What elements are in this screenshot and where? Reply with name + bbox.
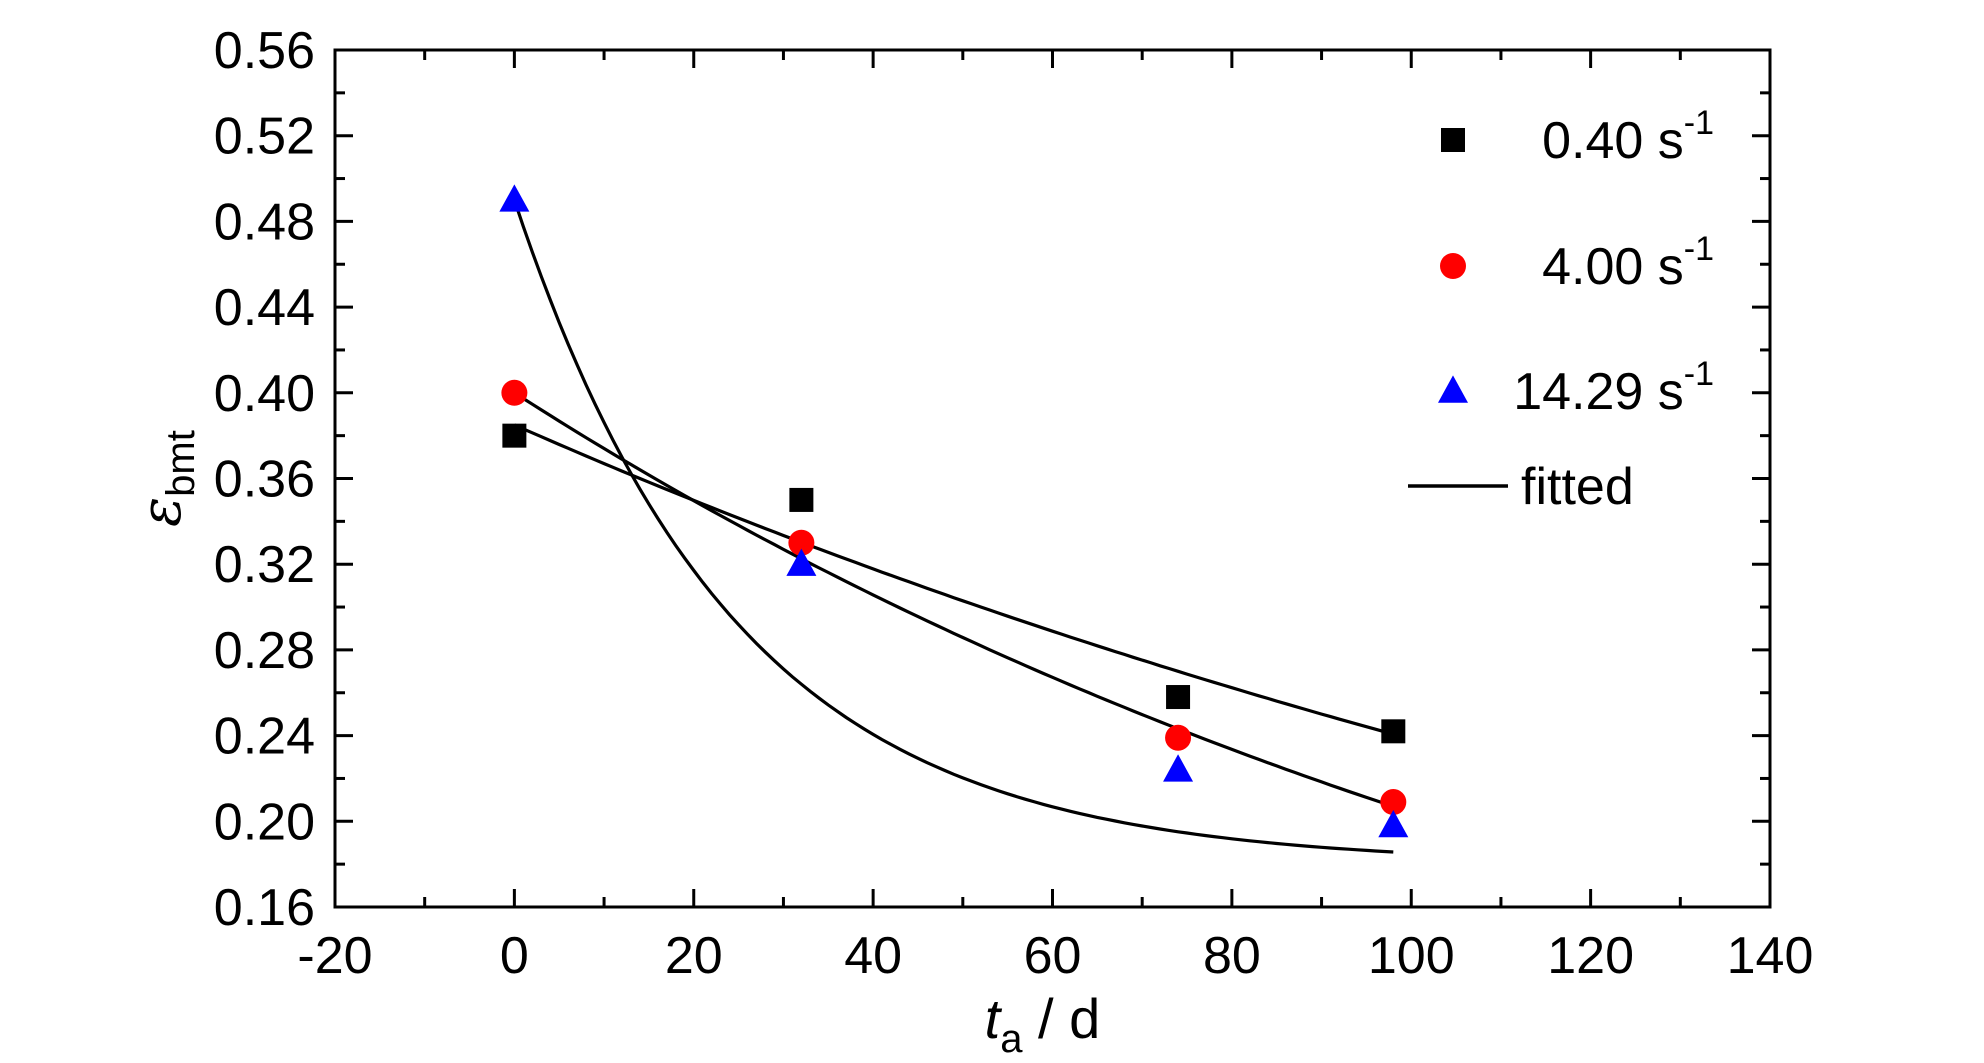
tick-labels: -20 0 20 40 60 80 100 120 140 0.16 0.20 0.24 0.28 0.3… [214,22,1814,985]
y-tick-label: 0.40 [214,365,315,423]
y-tick-label: 0.36 [214,451,315,509]
x-tick-label: -20 [297,927,372,985]
fit-curve-3 [512,199,1394,854]
fit-curves [512,199,1394,854]
y-axis-title: εbmt [129,430,203,527]
series-1-point [502,423,527,448]
legend-label-text: 4.00 s [1542,238,1684,296]
legend-label-1: 0.40 s-1 [1542,104,1714,170]
y-tick-label: 0.44 [214,279,315,337]
y-axis-title-main: ε [129,497,194,527]
legend-label-sup: -1 [1684,355,1714,393]
fit-curve-1 [513,423,1394,736]
y-tick-label: 0.24 [214,708,315,766]
series-2-point [501,379,528,406]
y-tick-label: 0.56 [214,22,315,80]
series-1-point [1166,685,1191,710]
x-tick-label: 140 [1727,927,1814,985]
x-tick-label: 20 [665,927,723,985]
series-2-point [788,529,815,556]
legend-label-3: 14.29 s-1 [1513,355,1714,421]
y-tick-label: 0.20 [214,793,315,851]
series-3-point [499,184,530,212]
legend-label-text: 14.29 s [1513,363,1684,421]
x-tick-label: 80 [1203,927,1261,985]
x-axis-title-sub: a [1000,1017,1023,1061]
legend-label-sup: -1 [1684,230,1714,268]
x-tick-label: 0 [500,927,529,985]
y-tick-label: 0.48 [214,193,315,251]
y-tick-label: 0.32 [214,536,315,594]
x-tick-label: 100 [1368,927,1455,985]
y-tick-label: 0.52 [214,108,315,166]
series-3-point [1378,809,1409,838]
y-axis-title-sub: bmt [159,430,203,497]
fit-curve-2 [513,391,1394,808]
series-3-point [786,548,817,576]
legend-label-text: 0.40 s [1542,112,1684,170]
x-tick-label: 60 [1024,927,1082,985]
x-axis-title-main: t [985,987,1003,1050]
x-axis-title-rest: / d [1022,987,1100,1050]
legend-label-sup: -1 [1684,104,1714,142]
series-2-point [1165,724,1192,751]
x-axis-title: ta / d [985,987,1101,1061]
legend-fit-label: fitted [1521,458,1634,516]
x-tick-label: 120 [1547,927,1634,985]
x-tick-label: 40 [844,927,902,985]
series-3-point [1163,754,1194,782]
axis-ticks [333,48,1772,909]
series-2-point [1380,789,1407,816]
y-tick-label: 0.16 [214,879,315,937]
legend-marker-1 [1441,128,1465,152]
y-tick-label: 0.28 [214,622,315,680]
legend-marker-3 [1438,375,1468,403]
series-1-point [1381,719,1406,744]
data-markers [499,184,1409,838]
legend-marker-2 [1440,253,1466,279]
legend-label-2: 4.00 s-1 [1542,230,1714,296]
series-1-point [789,487,814,512]
